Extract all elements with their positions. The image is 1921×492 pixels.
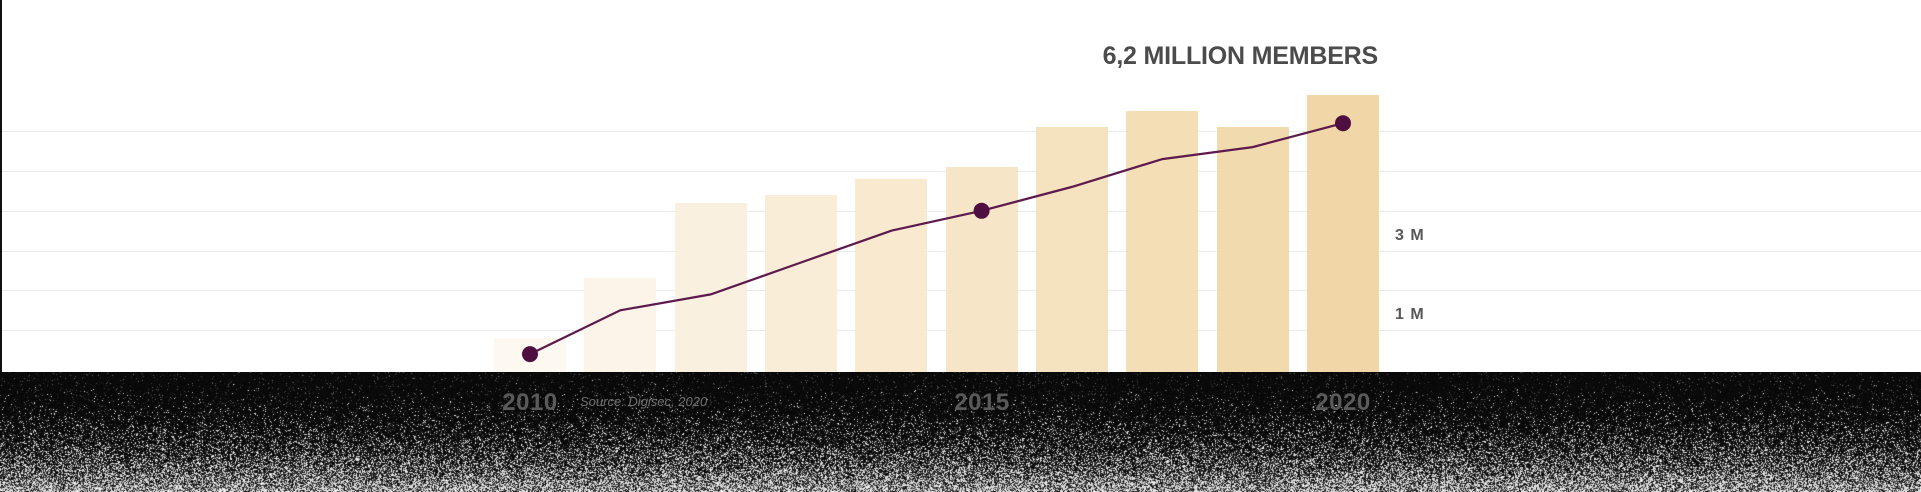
bar-5 <box>946 167 1018 372</box>
x-axis-label-2015: 2015 <box>954 389 1010 416</box>
bar-8 <box>1217 127 1289 372</box>
x-axis-label-2010: 2010 <box>502 389 558 416</box>
bar-1 <box>584 278 656 372</box>
y-axis-label-3m: 3 M <box>1395 227 1425 244</box>
y-axis-label-1m: 1 M <box>1395 306 1425 323</box>
bar-3 <box>765 195 837 372</box>
bottom-noise-band: 2010 2015 2020 Source: Digisec, 2020 <box>0 372 1921 492</box>
bar-6 <box>1036 127 1108 372</box>
bar-9 <box>1307 95 1379 372</box>
bar-7 <box>1126 111 1198 372</box>
bar-4 <box>855 179 927 372</box>
bar-2 <box>675 203 747 372</box>
gridline-6m <box>0 131 1921 132</box>
chart-plot-area <box>0 95 1921 372</box>
bar-0 <box>494 338 566 372</box>
static-noise-texture <box>0 372 1921 492</box>
left-border-line <box>0 0 2 372</box>
x-axis-label-2020: 2020 <box>1315 389 1371 416</box>
chart-title: 6,2 MILLION MEMBERS <box>1102 42 1379 70</box>
source-note: Source: Digisec, 2020 <box>580 394 708 409</box>
